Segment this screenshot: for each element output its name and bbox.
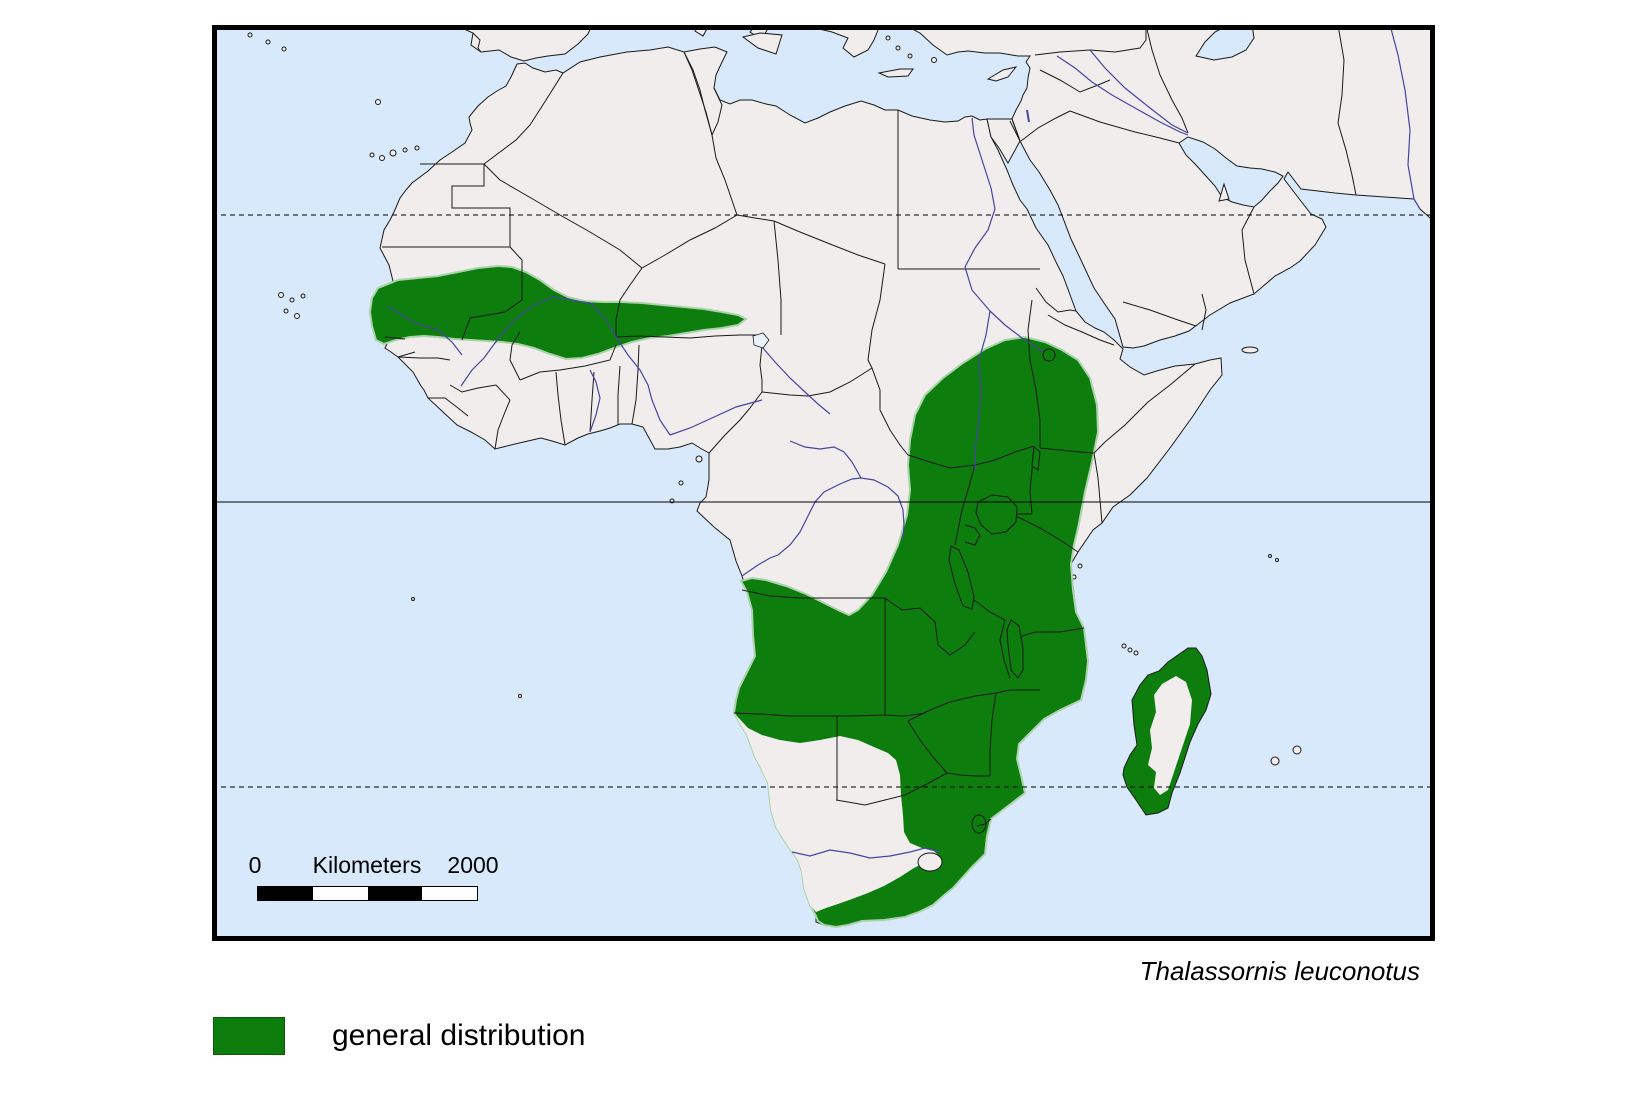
latitude-lines [212,215,1435,787]
lake-turkana [1032,447,1040,470]
scale-start-label: 0 [248,852,262,878]
sicily-island [743,33,782,54]
lake-tana [1043,349,1055,361]
euphrates-river [1057,56,1188,135]
reunion-island [1271,757,1279,765]
seychelles-island [1269,555,1272,558]
lake-malawi [1007,620,1023,678]
congo-river [742,478,904,576]
cape-verde-island [295,314,300,319]
chari-river [763,348,830,414]
lake-chad [753,333,769,348]
niger-river [461,297,670,435]
caspian-sea [1196,25,1254,60]
lesotho-border [918,853,942,871]
canary-island [403,148,407,152]
seychelles-island [1276,559,1279,562]
principe-island [679,481,683,485]
lakes [753,333,1055,678]
africa-distribution-map [212,25,1435,941]
mauritius-island [1293,746,1301,754]
qatar-peninsula [1219,184,1229,201]
bioko-island [696,456,702,462]
legend-distribution-swatch [213,1017,285,1055]
socotra-island [1242,347,1258,353]
lake-tanganyika [949,546,974,609]
azores-island [266,40,270,44]
scale-bar [257,886,478,901]
iberia-peninsula [455,25,592,61]
scale-bar-segment [258,887,313,900]
country-borders [382,25,1356,871]
lake-victoria [976,495,1017,534]
rhodes-island [932,58,937,63]
benue-river [670,400,762,435]
persian-gulf [1179,137,1283,207]
cyprus-island [988,67,1016,81]
dead-sea [1027,110,1029,122]
aegean-island [908,54,912,58]
asia-landmass [905,25,1435,348]
comoros-island [1128,648,1132,652]
cape-verde-island [284,309,288,313]
tigris-river [1090,50,1188,133]
nile-river [965,118,995,470]
azores-island [282,47,286,51]
scale-bar-segment [312,887,368,900]
pemba-island [1078,564,1082,568]
ubangi-river [790,441,861,478]
comoros-island [1134,651,1138,655]
aegean-island [896,46,900,50]
kalahari-gap [734,713,940,912]
st-helena-island [519,695,522,698]
aegean-island [886,36,890,40]
cape-verde-island [279,293,284,298]
scale-bar-segment [367,887,423,900]
rivers [387,25,1420,858]
comoros-island [1122,644,1126,648]
asia-land [905,25,1435,348]
crete-island [879,69,913,77]
cape-verde-island [301,294,305,298]
scale-bar-segment [422,887,477,900]
madagascar-interior-gap [1148,676,1192,795]
swaziland-border [972,815,986,833]
europe-landmass [455,25,1016,81]
species-name-label: Thalassornis leuconotus [1139,956,1420,986]
scale-unit-label: Kilometers [312,852,422,878]
map-canvas [212,25,1435,941]
canary-island [415,146,419,150]
orange-river [792,848,940,858]
cape-verde-island [290,298,294,302]
scale-end-label: 2000 [447,852,499,878]
senegal-river [387,306,462,355]
ascension-island [412,598,415,601]
legend-distribution-label: general distribution [332,1019,586,1052]
blue-nile-river [990,311,1049,355]
canary-island [380,156,385,161]
canary-island [370,153,374,157]
madeira-island [376,100,381,105]
indus-river [1390,25,1420,209]
canary-island [390,150,396,156]
small-islands [248,33,1301,765]
volta-river [590,370,600,432]
azores-island [248,33,252,37]
